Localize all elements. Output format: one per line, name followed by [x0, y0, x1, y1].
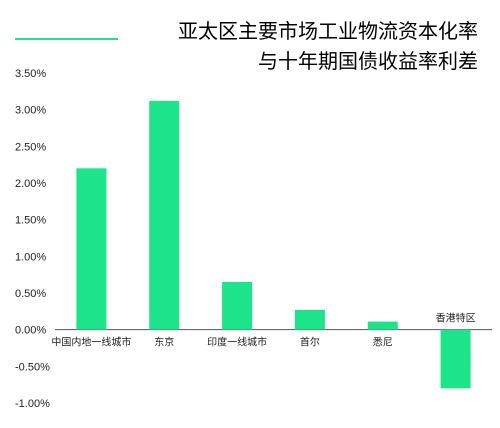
category-label: 悉尼	[373, 337, 393, 349]
bar	[440, 329, 471, 389]
category-label: 中国内地一线城市	[51, 336, 131, 349]
bar	[367, 321, 398, 330]
category-label: 首尔	[300, 336, 320, 349]
y-tick-label: 0.50%	[15, 288, 46, 300]
bar	[222, 282, 253, 330]
bar	[294, 309, 325, 330]
y-tick-label: 1.00%	[15, 251, 46, 263]
y-tick-label: 1.50%	[15, 215, 46, 227]
y-tick-label: -0.50%	[15, 361, 50, 373]
y-tick-label: -1.00%	[15, 398, 50, 410]
y-tick-label: 0.00%	[15, 325, 46, 337]
category-label: 印度一线城市	[207, 336, 267, 349]
category-label: 香港特区	[436, 313, 476, 325]
chart-title: 亚太区主要市场工业物流资本化率 与十年期国债收益率利差	[178, 16, 478, 76]
bar	[149, 100, 180, 330]
title-accent-line	[15, 38, 118, 40]
y-tick-label: 3.50%	[15, 68, 46, 80]
y-tick-label: 2.00%	[15, 178, 46, 190]
bar	[76, 168, 107, 330]
category-label: 东京	[154, 336, 174, 349]
y-tick-label: 3.00%	[15, 105, 46, 117]
chart-title-line-2: 与十年期国债收益率利差	[258, 49, 478, 73]
y-tick-label: 2.50%	[15, 141, 46, 153]
chart-title-line-1: 亚太区主要市场工业物流资本化率	[178, 19, 478, 43]
